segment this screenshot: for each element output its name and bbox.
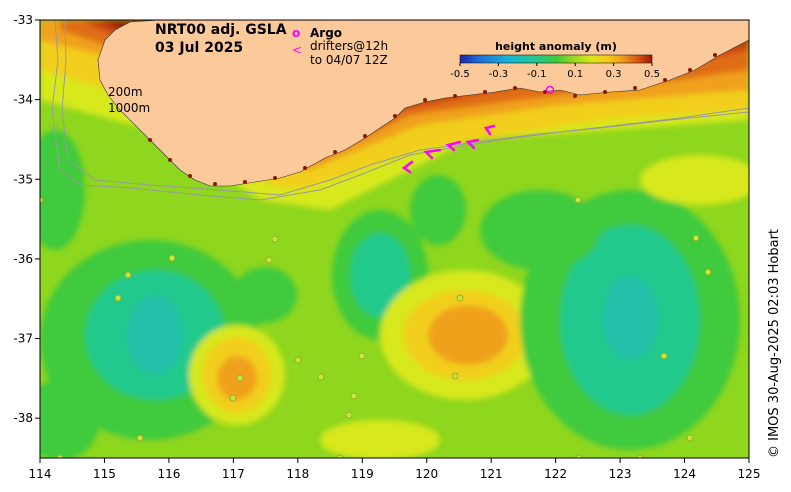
argo-symbol: o xyxy=(292,26,300,40)
lon-tick-label: 124 xyxy=(673,467,696,481)
isobath-1000-label: 1000m xyxy=(108,101,150,115)
argo-floats xyxy=(545,85,555,95)
lon-tick-label: 115 xyxy=(93,467,116,481)
colorbar-ticks: -0.5 -0.3 -0.1 0.1 0.3 0.5 xyxy=(450,63,660,80)
drifter-label-1: drifters@12h xyxy=(310,39,388,53)
colorbar-tick-label: 0.3 xyxy=(606,69,622,80)
drifter-label-2: to 04/07 12Z xyxy=(310,53,388,67)
argo-label: Argo xyxy=(310,26,342,40)
lon-tick-label: 121 xyxy=(480,467,503,481)
coast-dots xyxy=(148,53,717,186)
lon-tick-label: 120 xyxy=(415,467,438,481)
lon-tick-label: 123 xyxy=(609,467,632,481)
lat-tick-label: -36 xyxy=(13,252,33,266)
lon-tick-label: 125 xyxy=(738,467,761,481)
isobath-200-label: 200m xyxy=(108,85,143,99)
lon-tick-label: 116 xyxy=(157,467,180,481)
colorbar-tick-label: 0.5 xyxy=(644,69,660,80)
lat-axis: -33 -34 -35 -36 -37 -38 xyxy=(13,13,40,425)
lat-tick-label: -33 xyxy=(13,13,33,27)
lon-tick-label: 117 xyxy=(222,467,245,481)
lon-tick-label: 122 xyxy=(544,467,567,481)
plot-frame xyxy=(39,19,750,459)
lon-tick-label: 114 xyxy=(29,467,52,481)
colorbar-tick-label: -0.1 xyxy=(527,69,547,80)
lon-tick-label: 118 xyxy=(286,467,309,481)
title-product: NRT00 adj. GSLA xyxy=(155,22,287,38)
lat-tick-label: -37 xyxy=(13,332,33,346)
colorbar-tick-label: 0.1 xyxy=(567,69,583,80)
drifter-tracks xyxy=(401,124,496,174)
lon-tick-label: 119 xyxy=(351,467,374,481)
lat-tick-label: -38 xyxy=(13,411,33,425)
title-date: 03 Jul 2025 xyxy=(155,40,243,56)
lon-axis: 114 115 116 117 118 119 120 121 122 123 124 125 xyxy=(29,458,761,481)
colorbar-gradient xyxy=(459,54,653,64)
credit-text: © IMOS 30-Aug-2025 02:03 Hobart xyxy=(767,228,782,458)
lat-tick-label: -35 xyxy=(13,172,33,186)
colorbar-title: height anomaly (m) xyxy=(495,40,617,53)
obs-points xyxy=(40,196,712,458)
lat-tick-label: -34 xyxy=(13,93,33,107)
isobaths xyxy=(51,20,749,201)
drifter-symbol: < xyxy=(292,43,302,57)
colorbar-tick-label: -0.3 xyxy=(489,69,509,80)
colorbar-tick-label: -0.5 xyxy=(450,69,470,80)
colorbar: height anomaly (m) -0.5 -0.3 -0.1 0.1 0.3 0.5 xyxy=(450,40,660,80)
